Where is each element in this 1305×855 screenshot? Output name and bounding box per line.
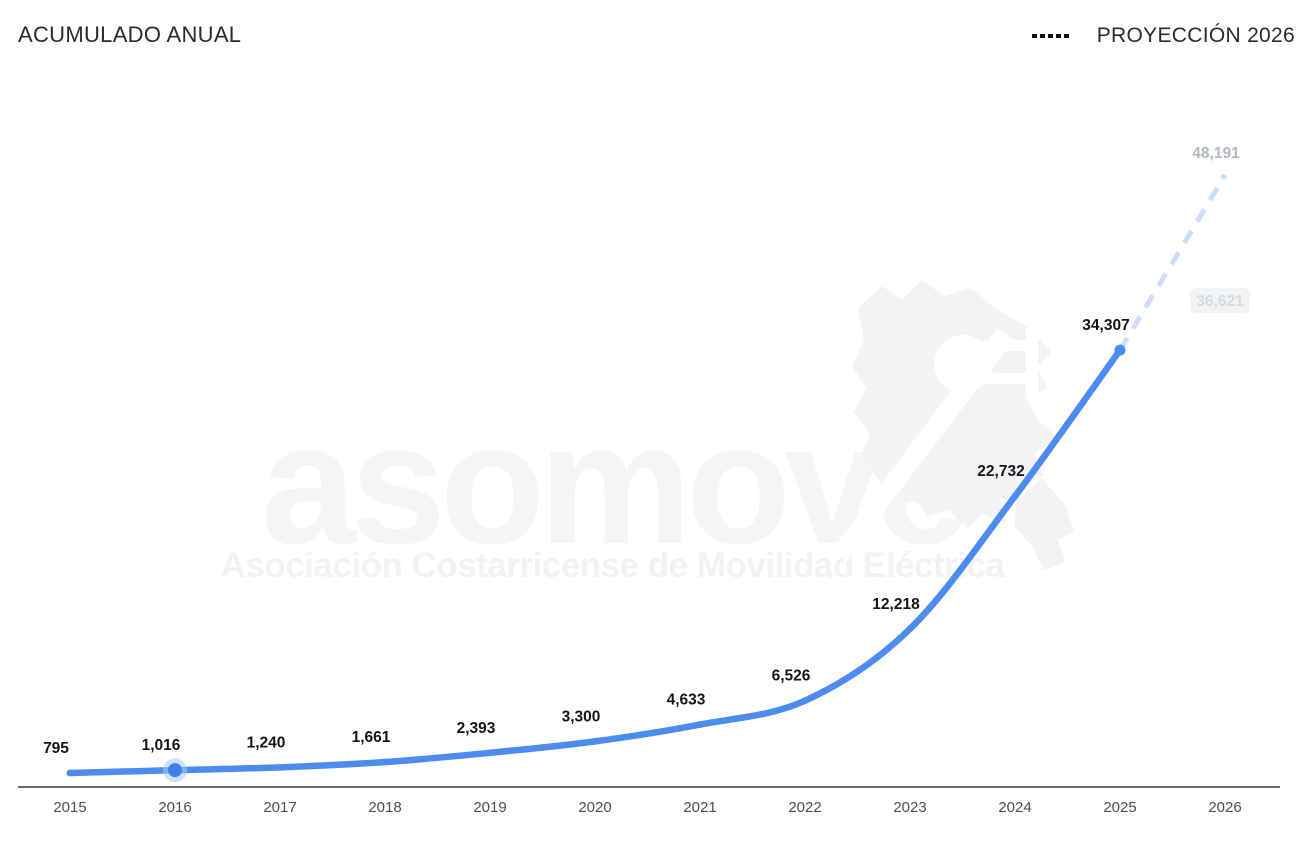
data-point-marker[interactable]	[696, 721, 704, 728]
legend-label: PROYECCIÓN 2026	[1096, 24, 1295, 47]
asomove-watermark-subtitle: Asociación Costarricense de Movilidad El…	[220, 546, 1005, 585]
data-point-marker[interactable]	[276, 763, 284, 771]
x-axis-label: 2025	[1103, 799, 1136, 816]
page-title: ACUMULADO ANUAL	[18, 22, 242, 47]
data-point-marker[interactable]	[66, 769, 74, 777]
data-point-marker[interactable]	[381, 758, 389, 766]
data-point-label: 34,307	[1082, 317, 1129, 334]
data-point-label: 3,300	[562, 708, 601, 725]
data-point-label: 1,661	[352, 729, 391, 746]
x-axis-label: 2023	[893, 799, 926, 816]
proyeccion-2026-legend[interactable]: PROYECCIÓN 2026	[1031, 24, 1295, 48]
data-point-label: 4,633	[667, 692, 706, 709]
data-point-marker[interactable]	[906, 625, 914, 633]
projection-dashed-line[interactable]	[1117, 173, 1228, 352]
x-axis-label: 2021	[683, 799, 716, 816]
faded-projection-pill	[1190, 288, 1250, 313]
x-axis-label: 2019	[473, 799, 506, 816]
x-axis-label: 2016	[158, 799, 191, 816]
data-point-label: 795	[43, 740, 69, 757]
data-point-marker[interactable]	[801, 697, 809, 705]
data-point-label: 1,016	[142, 737, 181, 754]
data-point-marker-highlighted[interactable]	[168, 763, 182, 778]
x-axis-label: 2024	[998, 799, 1031, 816]
data-point-marker[interactable]	[486, 749, 494, 757]
x-axis-label: 2022	[788, 799, 821, 816]
costa-rica-map-watermark	[832, 280, 1074, 570]
data-point-label: 6,526	[772, 668, 811, 685]
data-point-marker[interactable]	[591, 737, 599, 745]
projection-value-label: 48,191	[1192, 145, 1240, 162]
data-point-label: 1,240	[247, 734, 286, 751]
data-point-label: 12,218	[872, 596, 920, 613]
x-axis-label: 2018	[368, 799, 401, 816]
dashed-line-icon	[1031, 34, 1071, 38]
data-point-marker[interactable]	[1114, 344, 1126, 356]
x-axis-label: 2015	[53, 799, 86, 816]
data-point-label: 2,393	[457, 720, 496, 737]
faded-projection-label: 36,621	[1196, 293, 1244, 310]
data-point-marker[interactable]	[1011, 492, 1019, 500]
x-axis-label: 2026	[1208, 799, 1241, 816]
x-axis-label: 2017	[263, 799, 296, 816]
accumulated-line-series[interactable]	[66, 346, 1124, 777]
data-point-label: 22,732	[977, 463, 1024, 480]
x-axis-label: 2020	[578, 799, 611, 816]
